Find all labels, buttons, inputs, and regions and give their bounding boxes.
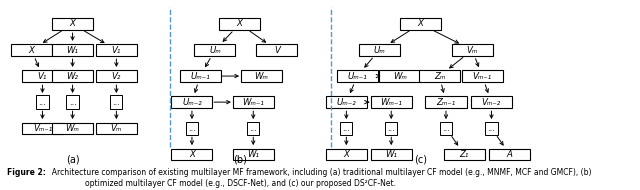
Text: Uₘ₋₂: Uₘ₋₂ [337, 98, 356, 107]
Text: Vₘ: Vₘ [467, 46, 478, 55]
FancyBboxPatch shape [172, 97, 212, 108]
Text: Zₘ: Zₘ [434, 72, 445, 81]
FancyBboxPatch shape [241, 70, 282, 82]
Text: Vₘ: Vₘ [111, 124, 122, 133]
FancyBboxPatch shape [371, 97, 412, 108]
Text: V: V [274, 46, 280, 55]
Text: Zₘ₋₁: Zₘ₋₁ [436, 98, 456, 107]
Text: Wₘ: Wₘ [255, 72, 268, 81]
FancyBboxPatch shape [96, 44, 137, 56]
Text: X: X [189, 150, 195, 159]
Text: ...: ... [488, 124, 495, 133]
Text: (b): (b) [232, 154, 246, 164]
Text: Uₘ₋₁: Uₘ₋₁ [348, 72, 367, 81]
Text: X: X [417, 19, 423, 28]
Text: ...: ... [387, 124, 395, 133]
Text: ...: ... [68, 98, 77, 107]
FancyBboxPatch shape [380, 70, 420, 82]
FancyBboxPatch shape [96, 123, 137, 134]
FancyBboxPatch shape [22, 123, 63, 134]
FancyBboxPatch shape [426, 97, 467, 108]
Text: Vₘ₋₂: Vₘ₋₂ [482, 98, 501, 107]
FancyBboxPatch shape [195, 44, 236, 56]
FancyBboxPatch shape [52, 18, 93, 30]
FancyBboxPatch shape [172, 149, 212, 160]
FancyBboxPatch shape [219, 18, 260, 30]
Text: ...: ... [38, 98, 46, 107]
FancyBboxPatch shape [233, 149, 274, 160]
Text: ...: ... [442, 124, 450, 133]
FancyBboxPatch shape [256, 44, 298, 56]
FancyBboxPatch shape [419, 70, 460, 82]
FancyBboxPatch shape [326, 97, 367, 108]
Text: X: X [344, 150, 349, 159]
Text: Wₘ: Wₘ [66, 124, 79, 133]
FancyBboxPatch shape [180, 70, 221, 82]
Text: W₁: W₁ [385, 150, 397, 159]
Text: W₁: W₁ [247, 150, 259, 159]
FancyBboxPatch shape [444, 149, 484, 160]
Text: A: A [507, 150, 513, 159]
Text: X: X [29, 46, 35, 55]
FancyBboxPatch shape [52, 70, 93, 82]
Text: W₂: W₂ [67, 72, 79, 81]
Text: V₁: V₁ [38, 72, 47, 81]
Text: Wₘ₋₁: Wₘ₋₁ [380, 98, 402, 107]
Text: ...: ... [342, 124, 350, 133]
Text: Vₘ₋₁: Vₘ₋₁ [33, 124, 52, 133]
FancyBboxPatch shape [371, 149, 412, 160]
Text: Uₘ: Uₘ [209, 46, 221, 55]
FancyBboxPatch shape [400, 18, 441, 30]
Text: W₁: W₁ [67, 46, 79, 55]
Text: V₂: V₂ [112, 72, 121, 81]
Text: Wₘ₋₁: Wₘ₋₁ [243, 98, 264, 107]
FancyBboxPatch shape [22, 70, 63, 82]
FancyBboxPatch shape [11, 44, 52, 56]
Text: (a): (a) [66, 154, 79, 164]
Text: Z₁: Z₁ [460, 150, 468, 159]
Text: Wₘ: Wₘ [393, 72, 407, 81]
FancyBboxPatch shape [471, 97, 512, 108]
FancyBboxPatch shape [337, 70, 378, 82]
FancyBboxPatch shape [96, 70, 137, 82]
Text: Uₘ₋₂: Uₘ₋₂ [182, 98, 202, 107]
FancyBboxPatch shape [358, 44, 400, 56]
Text: ...: ... [113, 98, 120, 107]
FancyBboxPatch shape [233, 97, 274, 108]
Text: X: X [237, 19, 243, 28]
Text: Uₘ₋₁: Uₘ₋₁ [190, 72, 210, 81]
Text: Vₘ₋₁: Vₘ₋₁ [472, 72, 492, 81]
Text: X: X [70, 19, 76, 28]
Text: Architecture comparison of existing multilayer MF framework, including (a) tradi: Architecture comparison of existing mult… [47, 168, 591, 188]
Text: Figure 2:: Figure 2: [7, 168, 45, 177]
Text: V₁: V₁ [112, 46, 121, 55]
FancyBboxPatch shape [452, 44, 493, 56]
Text: ...: ... [188, 124, 196, 133]
FancyBboxPatch shape [326, 149, 367, 160]
FancyBboxPatch shape [52, 123, 93, 134]
FancyBboxPatch shape [461, 70, 502, 82]
FancyBboxPatch shape [52, 44, 93, 56]
FancyBboxPatch shape [489, 149, 530, 160]
Text: (c): (c) [414, 154, 427, 164]
Text: Uₘ: Uₘ [373, 46, 385, 55]
Text: ...: ... [250, 124, 257, 133]
